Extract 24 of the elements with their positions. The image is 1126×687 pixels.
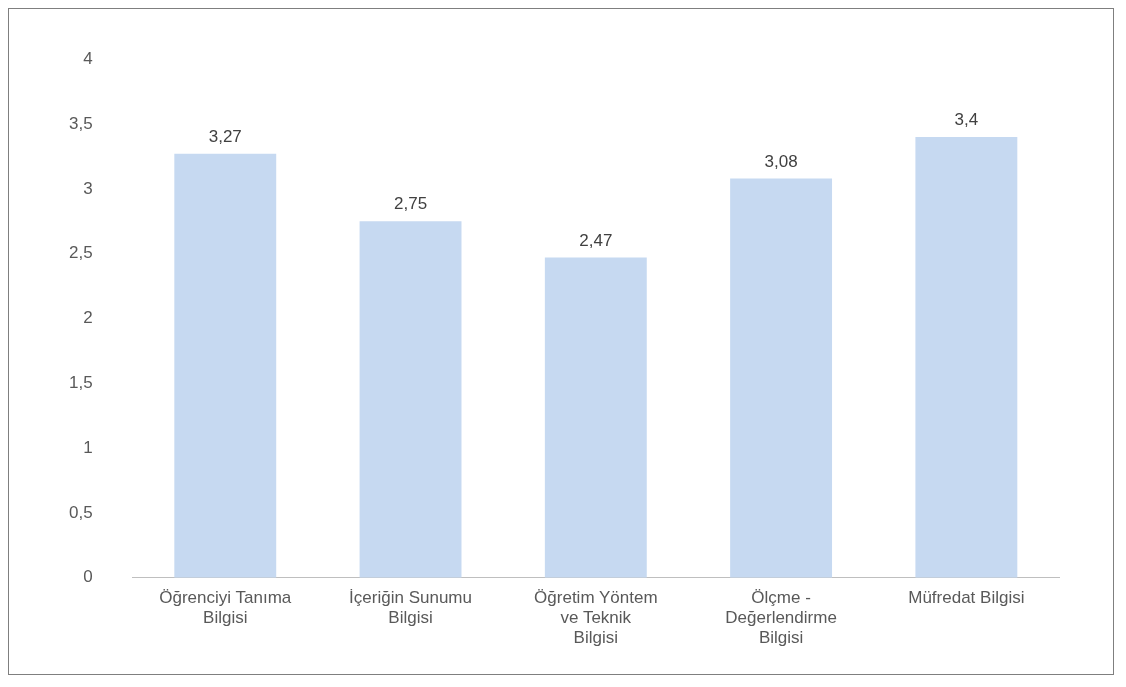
x-tick-label: İçeriğin Sunumu Bilgisi	[349, 587, 472, 628]
data-label: 2,75	[394, 194, 428, 214]
data-label: 3,08	[764, 151, 798, 171]
y-tick-label: 1	[83, 437, 93, 457]
y-tick-label: 4	[83, 48, 93, 68]
y-tick-label: 2,5	[68, 243, 93, 263]
bar	[730, 178, 833, 578]
y-tick-label: 2	[83, 308, 93, 328]
y-tick-label: 1,5	[68, 373, 93, 393]
bar	[174, 153, 277, 578]
x-tick-label: Öğrenciyi Tanıma Bilgisi	[159, 587, 292, 628]
y-tick-label: 0	[83, 567, 93, 587]
x-tick-label: Ölçme - Değerlendirme Bilgisi	[725, 587, 837, 648]
y-tick-label: 0,5	[68, 502, 93, 522]
y-tick-label: 3	[83, 178, 93, 198]
data-label: 3,27	[208, 127, 242, 147]
data-label: 2,47	[579, 230, 613, 250]
bar	[915, 136, 1018, 578]
bar	[359, 221, 462, 578]
x-tick-label: Öğretim Yöntem ve Teknik Bilgisi	[534, 587, 658, 648]
y-tick-label: 3,5	[68, 113, 93, 133]
data-label: 3,4	[954, 110, 979, 130]
x-tick-label: Müfredat Bilgisi	[908, 587, 1025, 607]
bar	[544, 257, 647, 578]
